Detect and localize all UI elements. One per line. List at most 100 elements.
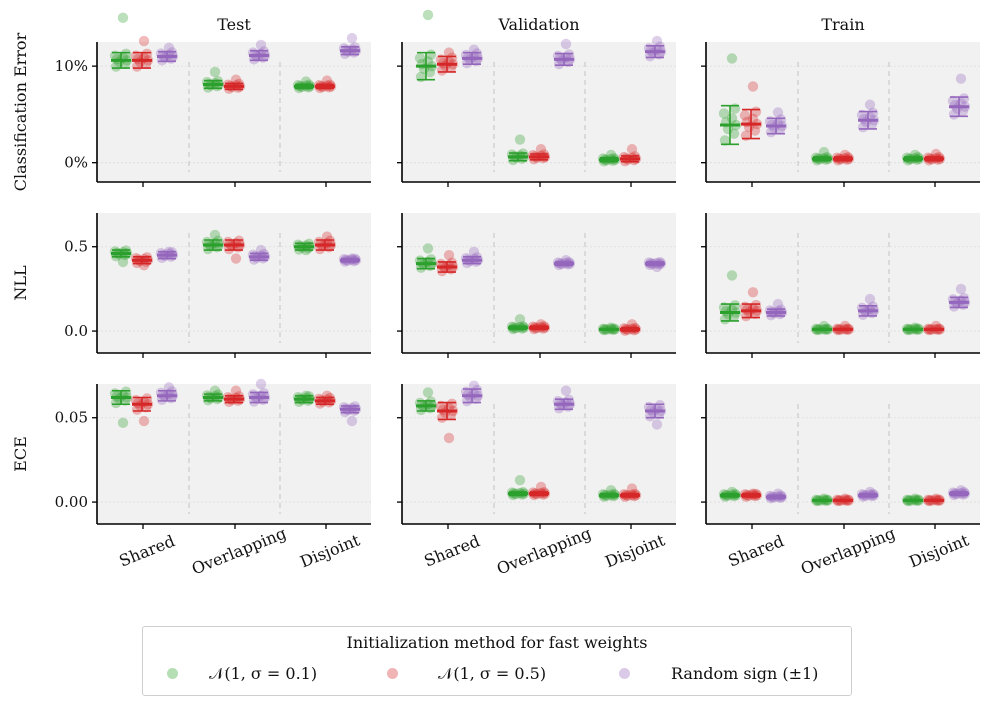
point-validation-classification-error-disjoint-s2-outlier xyxy=(651,35,663,47)
point-validation-ece-disjoint-s2-0 xyxy=(644,411,656,422)
y-tick-label-test-nll-0: 0.0 xyxy=(64,322,88,340)
point-test-ece-overlapping-s1-outlier xyxy=(230,385,242,396)
point-train-classification-error-overlapping-s2-outlier xyxy=(864,99,876,110)
point-test-classification-error-shared-s1-7 xyxy=(141,48,153,59)
category-label-validation-shared: Shared xyxy=(421,531,482,570)
point-test-nll-shared-s0-outlier xyxy=(117,256,129,268)
point-test-classification-error-disjoint-s2-outlier xyxy=(346,32,358,44)
legend-marker-sigma-01 xyxy=(167,668,178,679)
point-test-ece-overlapping-s2-outlier xyxy=(255,378,267,390)
point-validation-classification-error-overlapping-s0-outlier xyxy=(514,134,526,145)
y-tick-label-test-nll-1: 0.5 xyxy=(64,238,88,256)
point-validation-ece-overlapping-s2-outlier xyxy=(560,385,572,396)
point-test-classification-error-shared-s0-outlier xyxy=(117,12,129,24)
point-validation-ece-shared-s2-0 xyxy=(461,396,473,407)
point-train-nll-shared-s2-outlier xyxy=(772,298,784,310)
point-test-classification-error-overlapping-s2-outlier xyxy=(255,39,267,51)
legend: Initialization method for fast weights 𝒩… xyxy=(142,626,852,696)
point-train-ece-overlapping-s1-outlier xyxy=(839,493,851,504)
category-label-test-overlapping: Overlapping xyxy=(189,523,289,578)
point-validation-classification-error-shared-s2-7 xyxy=(471,48,483,59)
y-tick-label-test-ece-0: 0.00 xyxy=(55,493,88,511)
point-test-classification-error-shared-s0-7 xyxy=(120,48,132,59)
point-train-nll-shared-s1-outlier xyxy=(747,287,759,298)
point-test-nll-overlapping-s0-outlier xyxy=(209,229,221,241)
point-validation-classification-error-shared-s0-1 xyxy=(424,67,436,78)
point-train-ece-disjoint-s0-outlier xyxy=(909,493,921,504)
point-train-classification-error-shared-s0-0 xyxy=(719,135,731,146)
point-train-classification-error-overlapping-s2-6 xyxy=(856,109,868,121)
point-validation-classification-error-overlapping-s2-outlier xyxy=(560,38,572,50)
point-train-nll-overlapping-s2-outlier xyxy=(864,293,876,305)
point-test-classification-error-shared-s1-0 xyxy=(131,61,143,72)
point-validation-ece-overlapping-s0-outlier xyxy=(514,474,526,486)
point-train-classification-error-disjoint-s2-6 xyxy=(947,95,959,107)
point-train-classification-error-shared-s0-outlier xyxy=(726,53,738,64)
point-validation-classification-error-overlapping-s2-0 xyxy=(553,58,565,70)
point-train-classification-error-shared-s1-6 xyxy=(739,110,751,121)
point-train-nll-shared-s0-outlier xyxy=(726,270,738,281)
point-test-classification-error-shared-s1-outlier xyxy=(138,35,150,47)
point-validation-classification-error-disjoint-s1-6 xyxy=(618,151,630,163)
point-test-ece-shared-s1-0 xyxy=(131,404,143,415)
point-train-nll-shared-s0-0 xyxy=(719,314,731,325)
point-test-classification-error-overlapping-s0-outlier xyxy=(209,66,221,78)
point-validation-ece-shared-s0-outlier xyxy=(422,387,434,398)
category-label-train-shared: Shared xyxy=(725,531,786,570)
column-title-test: Test xyxy=(217,15,251,34)
point-validation-ece-overlapping-s1-outlier xyxy=(535,481,547,493)
point-validation-nll-shared-s0-outlier xyxy=(422,243,434,254)
point-test-classification-error-shared-s0-0 xyxy=(110,61,122,72)
point-validation-classification-error-disjoint-s1-outlier xyxy=(626,143,638,155)
point-validation-nll-overlapping-s0-outlier xyxy=(514,314,526,325)
column-title-validation: Validation xyxy=(497,15,579,34)
point-train-classification-error-shared-s1-outlier xyxy=(747,81,759,92)
point-test-ece-disjoint-s2-6 xyxy=(338,402,350,413)
point-train-ece-overlapping-s0-outlier xyxy=(818,493,830,504)
row-label-ece: ECE xyxy=(11,436,30,472)
point-test-ece-shared-s1-7 xyxy=(141,393,153,404)
point-validation-ece-disjoint-s2-7 xyxy=(654,400,666,411)
point-test-ece-shared-s0-0 xyxy=(110,397,122,409)
point-train-classification-error-shared-s1-7 xyxy=(750,106,762,117)
point-test-nll-shared-s1-6 xyxy=(130,253,142,264)
point-validation-classification-error-shared-s0-6 xyxy=(414,52,426,64)
point-validation-ece-shared-s1-outlier xyxy=(443,432,455,444)
point-train-classification-error-overlapping-s2-7 xyxy=(867,107,879,119)
point-train-classification-error-disjoint-s2-1 xyxy=(957,105,969,117)
point-validation-classification-error-disjoint-s2-0 xyxy=(644,51,656,62)
point-validation-nll-shared-s1-outlier xyxy=(443,249,455,261)
point-test-classification-error-disjoint-s1-outlier xyxy=(321,75,333,86)
category-label-test-shared: Shared xyxy=(116,531,177,570)
point-validation-classification-error-shared-s0-outlier xyxy=(422,9,434,21)
category-label-train-disjoint: Disjoint xyxy=(906,530,972,571)
point-validation-classification-error-shared-s1-outlier xyxy=(443,47,455,58)
point-validation-ece-shared-s1-0 xyxy=(436,412,448,423)
point-train-classification-error-shared-s1-1 xyxy=(749,125,761,136)
point-validation-classification-error-disjoint-s2-7 xyxy=(654,41,666,52)
point-train-classification-error-shared-s2-outlier xyxy=(772,107,784,118)
category-label-validation-overlapping: Overlapping xyxy=(494,523,594,578)
point-train-classification-error-overlapping-s2-0 xyxy=(857,121,869,133)
y-tick-label-test-ece-1: 0.05 xyxy=(55,409,88,427)
point-test-classification-error-overlapping-s1-outlier xyxy=(230,74,242,85)
category-label-validation-disjoint: Disjoint xyxy=(602,530,668,571)
y-tick-label-test-classification-error-0: 0% xyxy=(64,154,88,172)
point-test-ece-disjoint-s2-outlier xyxy=(346,415,358,427)
point-validation-classification-error-shared-s1-0 xyxy=(436,65,448,76)
panel-bg-test-nll xyxy=(97,213,371,353)
point-validation-classification-error-shared-s1-7 xyxy=(446,52,458,63)
point-train-ece-disjoint-s1-outlier xyxy=(930,493,942,504)
point-test-nll-shared-s0-6 xyxy=(109,246,121,257)
category-label-test-disjoint: Disjoint xyxy=(297,530,363,571)
point-train-classification-error-shared-s0-6 xyxy=(718,108,730,119)
row-label-nll: NLL xyxy=(11,265,30,301)
point-train-nll-shared-s1-0 xyxy=(740,311,752,322)
point-train-classification-error-shared-s0-1 xyxy=(728,128,740,139)
point-train-classification-error-overlapping-s0-outlier xyxy=(818,146,830,158)
point-train-classification-error-disjoint-s2-7 xyxy=(958,93,970,104)
point-test-ece-shared-s0-7 xyxy=(120,386,132,397)
point-train-nll-shared-s0-7 xyxy=(729,300,741,311)
point-validation-classification-error-overlapping-s1-outlier xyxy=(535,143,547,155)
